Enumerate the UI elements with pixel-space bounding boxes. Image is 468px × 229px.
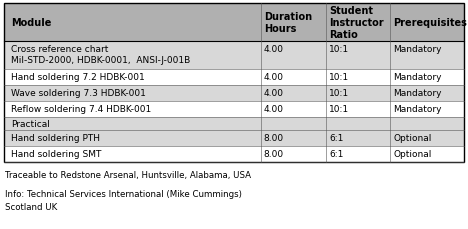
- Text: 8.00: 8.00: [263, 150, 284, 159]
- Text: Hand soldering 7.2 HDBK-001: Hand soldering 7.2 HDBK-001: [11, 73, 145, 82]
- Text: 4.00: 4.00: [263, 89, 284, 98]
- Text: Reflow soldering 7.4 HDBK-001: Reflow soldering 7.4 HDBK-001: [11, 105, 151, 114]
- Bar: [4, 131, 464, 146]
- Text: Prerequisites: Prerequisites: [394, 18, 467, 28]
- Text: Mandatory: Mandatory: [394, 45, 442, 54]
- Text: Optional: Optional: [394, 150, 432, 159]
- Text: Student
Instructor
Ratio: Student Instructor Ratio: [329, 6, 384, 40]
- Text: 10:1: 10:1: [329, 89, 349, 98]
- Text: Hand soldering SMT: Hand soldering SMT: [11, 150, 101, 159]
- Text: 10:1: 10:1: [329, 105, 349, 114]
- Bar: [4, 70, 464, 86]
- Text: Traceable to Redstone Arsenal, Huntsville, Alabama, USA: Traceable to Redstone Arsenal, Huntsvill…: [5, 170, 251, 179]
- Bar: [4, 117, 464, 131]
- Text: Mandatory: Mandatory: [394, 105, 442, 114]
- Bar: [4, 101, 464, 117]
- Text: Optional: Optional: [394, 134, 432, 143]
- Bar: [4, 4, 464, 162]
- Text: 6:1: 6:1: [329, 134, 344, 143]
- Text: Duration
Hours: Duration Hours: [263, 12, 312, 34]
- Text: 4.00: 4.00: [263, 45, 284, 54]
- Text: 4.00: 4.00: [263, 105, 284, 114]
- Text: 6:1: 6:1: [329, 150, 344, 159]
- Text: 10:1: 10:1: [329, 45, 349, 54]
- Text: Mandatory: Mandatory: [394, 89, 442, 98]
- Text: Cross reference chart
Mil-STD-2000, HDBK-0001,  ANSI-J-001B: Cross reference chart Mil-STD-2000, HDBK…: [11, 45, 190, 65]
- Bar: [4, 4, 464, 42]
- Text: 8.00: 8.00: [263, 134, 284, 143]
- Text: Mandatory: Mandatory: [394, 73, 442, 82]
- Text: Practical: Practical: [11, 120, 50, 128]
- Text: Info: Technical Services International (Mike Cummings): Info: Technical Services International (…: [5, 189, 242, 198]
- Text: 10:1: 10:1: [329, 73, 349, 82]
- Text: Hand soldering PTH: Hand soldering PTH: [11, 134, 100, 143]
- Text: Scotland UK: Scotland UK: [5, 202, 57, 211]
- Bar: [4, 146, 464, 162]
- Text: Wave soldering 7.3 HDBK-001: Wave soldering 7.3 HDBK-001: [11, 89, 146, 98]
- Bar: [4, 42, 464, 70]
- Text: Module: Module: [11, 18, 51, 28]
- Text: 4.00: 4.00: [263, 73, 284, 82]
- Bar: [4, 86, 464, 101]
